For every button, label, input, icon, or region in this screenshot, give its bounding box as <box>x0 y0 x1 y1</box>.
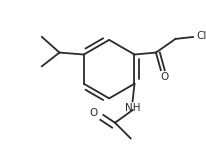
Text: O: O <box>89 108 97 118</box>
Text: NH: NH <box>124 103 140 113</box>
Text: O: O <box>160 72 168 82</box>
Text: Cl: Cl <box>195 31 205 41</box>
